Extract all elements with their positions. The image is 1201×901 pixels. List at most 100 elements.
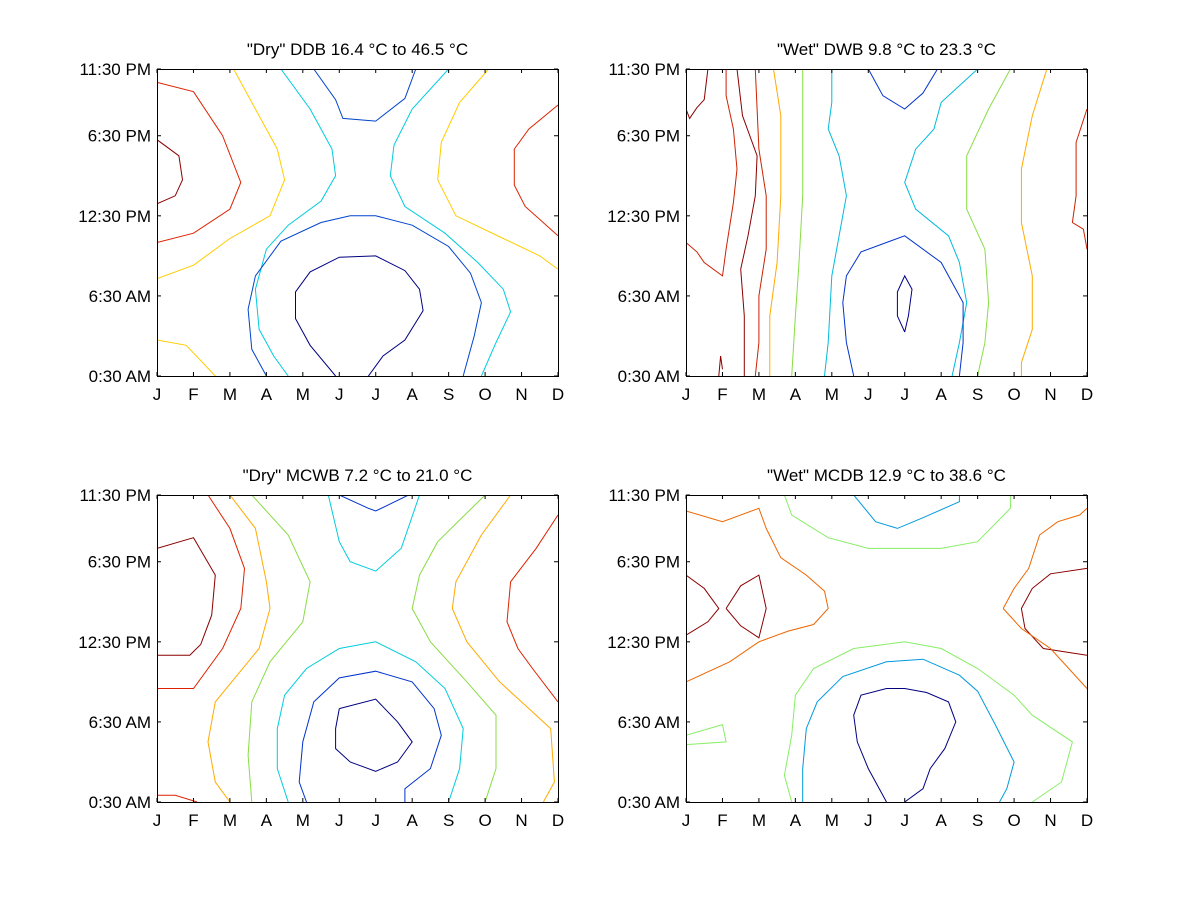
y-tick-label: 6:30 AM: [618, 713, 680, 732]
contour-line-3-2: [157, 339, 216, 376]
y-tick-label: 6:30 PM: [617, 127, 680, 146]
y-tick-label: 0:30 AM: [89, 367, 151, 386]
x-tick-label: A: [261, 811, 273, 830]
contour-line-7-1: [896, 274, 913, 333]
x-tick-label: M: [223, 385, 237, 404]
contour-lines: [686, 69, 1087, 376]
y-tick-label: 11:30 PM: [608, 486, 680, 505]
contour-line-5-1: [824, 69, 847, 376]
x-tick-label: J: [335, 385, 344, 404]
x-tick-label: A: [936, 385, 948, 404]
contour-line-3-3: [437, 69, 558, 270]
contour-line-4-2: [411, 495, 497, 802]
x-tick-label: J: [900, 811, 909, 830]
y-tick-label: 12:30 PM: [607, 633, 680, 652]
plot-frame: [686, 495, 1088, 803]
x-tick-label: J: [864, 811, 873, 830]
contour-lines: [157, 69, 558, 376]
x-tick-label: O: [478, 385, 491, 404]
x-tick-label: F: [717, 811, 727, 830]
plot-frame: [157, 495, 559, 803]
chart-panel-2: "Wet" DWB 9.8 °C to 23.3 °C J F M A M J J A S O N D 0…: [607, 40, 1093, 404]
contour-line-1-1: [686, 69, 709, 120]
contour-line-4-2: [389, 69, 512, 376]
x-tick-label: N: [515, 811, 527, 830]
plot-frame: [157, 69, 559, 377]
contour-line-3-1: [783, 495, 1011, 549]
x-tick-label: J: [682, 811, 691, 830]
y-tick-label: 6:30 AM: [89, 713, 151, 732]
contour-line-2-2: [513, 104, 558, 237]
x-tick-label: N: [1044, 811, 1056, 830]
contour-line-7-1: [335, 698, 413, 772]
contour-line-1-1: [157, 537, 216, 656]
contour-line-3-1: [157, 69, 286, 280]
chart-title: "Dry" DDB 16.4 °C to 46.5 °C: [247, 40, 468, 59]
contour-line-1-3: [736, 69, 758, 376]
x-tick-label: M: [296, 811, 310, 830]
contour-line-2-1: [686, 507, 829, 683]
x-tick-label: S: [443, 811, 454, 830]
x-tick-label: A: [407, 385, 419, 404]
contour-line-5-1: [327, 495, 420, 572]
contour-line-2-2: [1002, 507, 1087, 609]
chart-title: "Wet" DWB 9.8 °C to 23.3 °C: [777, 40, 996, 59]
contour-line-2-3: [506, 514, 558, 703]
y-tick-label: 0:30 AM: [618, 367, 680, 386]
contour-line-2-2: [157, 794, 198, 802]
x-tick-label: S: [443, 385, 454, 404]
y-tick-label: 6:30 PM: [88, 127, 151, 146]
y-tick-label: 12:30 PM: [78, 207, 151, 226]
x-tick-label: J: [335, 811, 344, 830]
contour-line-4-1: [247, 495, 311, 802]
contour-line-3-1: [207, 495, 271, 802]
y-tick-label: 12:30 PM: [607, 207, 680, 226]
contour-line-4-1: [791, 69, 804, 376]
contour-line-6-1: [295, 255, 424, 376]
x-tick-label: S: [972, 811, 983, 830]
x-tick-label: J: [153, 385, 162, 404]
x-tick-label: A: [790, 811, 802, 830]
x-tick-label: F: [717, 385, 727, 404]
x-tick-label: J: [682, 385, 691, 404]
contour-line-3-2: [686, 723, 727, 746]
contour-line-4-2: [966, 69, 1011, 376]
contour-lines: [157, 495, 558, 802]
y-tick-label: 6:30 AM: [618, 287, 680, 306]
x-tick-label: A: [407, 811, 419, 830]
x-tick-label: O: [1007, 811, 1020, 830]
contour-line-5-1: [313, 69, 417, 122]
chart-panel-3: "Dry" MCWB 7.2 °C to 21.0 °C J F M A M J J A S O N D…: [78, 466, 564, 830]
x-tick-label: M: [296, 385, 310, 404]
x-tick-label: M: [223, 811, 237, 830]
chart-title: "Wet" MCDB 12.9 °C to 38.6 °C: [767, 466, 1006, 485]
x-tick-label: J: [864, 385, 873, 404]
contour-line-3-2: [451, 495, 555, 802]
contour-line-2-3: [1002, 608, 1087, 689]
x-tick-label: O: [478, 811, 491, 830]
y-tick-label: 6:30 PM: [617, 553, 680, 572]
contour-line-1-2: [718, 355, 723, 376]
contour-line-2-1: [157, 495, 246, 689]
contour-line-5-1: [853, 688, 957, 802]
contour-line-2-3: [1071, 108, 1087, 250]
contour-line-6-1: [339, 495, 409, 512]
contour-line-4-2: [802, 658, 1015, 802]
x-tick-label: J: [900, 385, 909, 404]
contour-line-5-2: [247, 215, 482, 376]
y-tick-label: 11:30 PM: [79, 60, 151, 79]
contour-line-6-1: [867, 69, 938, 110]
contour-lines: [686, 495, 1087, 802]
x-tick-label: J: [371, 385, 380, 404]
contour-line-5-2: [276, 641, 464, 802]
contour-line-1-3: [1020, 567, 1087, 656]
x-tick-label: F: [188, 811, 198, 830]
x-tick-label: J: [153, 811, 162, 830]
contour-line-4-1: [254, 69, 337, 376]
y-tick-label: 12:30 PM: [78, 633, 151, 652]
y-tick-label: 11:30 PM: [79, 486, 151, 505]
contour-line-6-2: [842, 235, 964, 376]
x-tick-label: S: [972, 385, 983, 404]
x-tick-label: M: [752, 385, 766, 404]
x-tick-label: A: [790, 385, 802, 404]
